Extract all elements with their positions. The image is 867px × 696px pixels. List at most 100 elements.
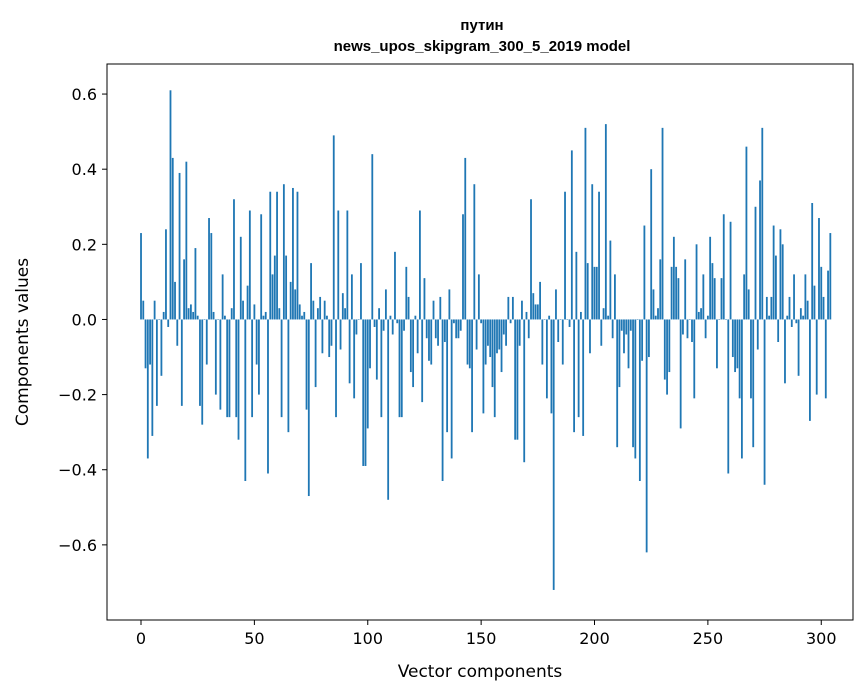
bar-component-28 <box>203 319 206 320</box>
bar-component-101 <box>369 319 371 369</box>
bar-component-273 <box>759 180 761 320</box>
bar-component-238 <box>679 319 682 429</box>
bar-component-263 <box>736 319 739 369</box>
bar-component-287 <box>790 319 793 327</box>
bar-component-59 <box>273 255 276 320</box>
bar-component-6 <box>153 300 156 320</box>
bar-component-299 <box>818 218 820 320</box>
bar-component-42 <box>235 319 238 418</box>
bar-component-104 <box>375 319 378 380</box>
bar-component-133 <box>441 319 444 481</box>
bar-component-247 <box>700 308 702 320</box>
bar-component-114 <box>398 319 401 418</box>
bar-component-235 <box>672 236 675 320</box>
bar-component-147 <box>473 184 476 320</box>
x-tick-label: 200 <box>579 629 610 648</box>
bar-component-276 <box>765 296 768 320</box>
bar-component-9 <box>160 319 163 376</box>
bar-component-267 <box>745 146 748 320</box>
bar-component-172 <box>530 199 532 320</box>
x-ticks: 0 50 100 150 200 250 300 <box>136 620 837 648</box>
bar-component-283 <box>781 244 784 320</box>
bar-component-52 <box>258 319 260 395</box>
bar-component-110 <box>389 315 392 320</box>
bar-component-60 <box>276 191 278 320</box>
bar-component-68 <box>294 289 297 320</box>
bar-component-217 <box>632 319 634 448</box>
bar-component-64 <box>285 255 288 320</box>
bar-component-246 <box>697 311 700 320</box>
bar-component-81 <box>323 300 326 320</box>
bar-component-236 <box>675 266 678 320</box>
bar-component-37 <box>224 315 226 320</box>
bar-component-179 <box>545 319 548 399</box>
bar-component-208 <box>611 319 614 339</box>
bar-component-264 <box>738 319 741 399</box>
bar-component-159 <box>500 319 503 373</box>
bar-component-190 <box>570 150 573 320</box>
y-tick-label: 0.0 <box>72 310 97 329</box>
bar-component-211 <box>618 319 621 388</box>
bar-component-86 <box>335 319 337 418</box>
bar-component-115 <box>400 319 403 418</box>
bar-component-187 <box>564 191 566 320</box>
bar-component-262 <box>734 319 736 373</box>
bar-component-98 <box>362 319 365 466</box>
bar-component-76 <box>312 300 315 320</box>
x-tick-label: 0 <box>136 629 146 648</box>
bar-component-297 <box>813 285 816 320</box>
bar-component-304 <box>829 233 832 320</box>
bar-component-132 <box>439 296 442 320</box>
bar-component-268 <box>747 289 750 320</box>
bar-component-223 <box>645 319 648 553</box>
bar-component-221 <box>641 319 644 361</box>
bar-component-244 <box>693 319 696 399</box>
bar-component-292 <box>802 315 805 320</box>
bar-component-230 <box>661 127 664 320</box>
bar-component-116 <box>403 319 405 331</box>
bar-component-75 <box>310 263 312 320</box>
bar-component-119 <box>409 319 412 373</box>
bar-component-252 <box>711 263 714 320</box>
bar-component-274 <box>761 127 764 320</box>
bar-component-19 <box>183 259 185 320</box>
bar-component-65 <box>287 319 290 433</box>
bar-component-39 <box>228 319 231 418</box>
x-tick-label: 300 <box>806 629 837 648</box>
bar-component-88 <box>339 319 342 350</box>
bar-component-206 <box>607 315 610 320</box>
bar-component-1 <box>142 300 145 320</box>
bar-component-198 <box>589 319 591 354</box>
bar-component-22 <box>189 304 192 320</box>
bar-component-136 <box>448 289 451 320</box>
bar-component-138 <box>453 319 455 324</box>
bar-component-16 <box>176 319 179 346</box>
chart-title: путин <box>460 17 503 34</box>
bar-component-169 <box>523 319 526 463</box>
bar-component-301 <box>822 296 825 320</box>
bar-component-194 <box>580 311 582 320</box>
bar-component-164 <box>511 296 514 320</box>
bar-component-184 <box>557 319 560 342</box>
bar-component-112 <box>394 251 396 320</box>
bar-component-73 <box>305 319 308 410</box>
bar-component-173 <box>532 293 535 320</box>
bar-component-74 <box>307 319 310 497</box>
bar-component-108 <box>384 289 387 320</box>
bar-component-261 <box>731 319 734 358</box>
bar-component-151 <box>482 319 485 414</box>
bar-component-95 <box>355 319 358 335</box>
bar-component-13 <box>169 90 172 320</box>
bar-component-296 <box>811 203 814 320</box>
bar-component-8 <box>158 319 161 320</box>
bar-component-215 <box>627 319 630 369</box>
bar-component-141 <box>459 319 462 331</box>
bar-component-275 <box>763 319 766 485</box>
bar-component-260 <box>729 221 732 320</box>
bar-component-51 <box>255 319 258 365</box>
bar-component-23 <box>192 311 195 320</box>
bar-component-131 <box>437 319 439 346</box>
bar-component-253 <box>713 278 716 320</box>
bar-component-91 <box>346 210 349 320</box>
bar-component-171 <box>527 319 530 339</box>
